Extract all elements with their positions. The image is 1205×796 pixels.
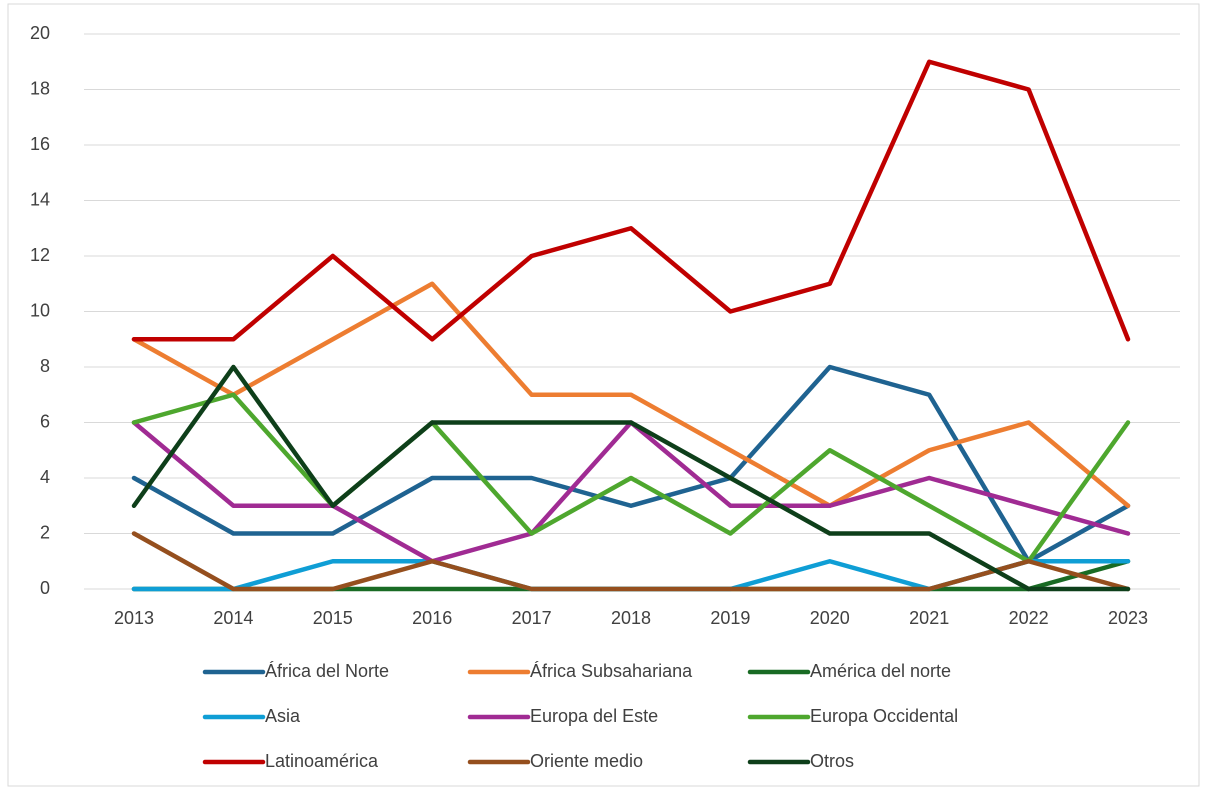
x-tick-label: 2017 [512, 608, 552, 628]
legend-label: Latinoamérica [265, 751, 379, 771]
y-tick-label: 20 [30, 23, 50, 43]
legend-label: Europa Occidental [810, 706, 958, 726]
series-line [131, 281, 1131, 508]
series-line [131, 364, 1131, 564]
y-tick-label: 2 [40, 522, 50, 542]
y-tick-label: 18 [30, 78, 50, 98]
legend-label: Asia [265, 706, 301, 726]
x-tick-label: 2021 [909, 608, 949, 628]
y-tick-label: 14 [30, 189, 50, 209]
legend-label: Oriente medio [530, 751, 643, 771]
series-line [131, 59, 1131, 342]
x-tick-label: 2019 [710, 608, 750, 628]
y-tick-label: 6 [40, 411, 50, 431]
x-tick-label: 2013 [114, 608, 154, 628]
x-tick-label: 2015 [313, 608, 353, 628]
y-tick-label: 10 [30, 300, 50, 320]
x-tick-label: 2023 [1108, 608, 1148, 628]
series-line [131, 531, 1131, 592]
y-tick-label: 8 [40, 356, 50, 376]
x-tick-label: 2018 [611, 608, 651, 628]
series-line [131, 364, 1131, 592]
legend-label: Otros [810, 751, 854, 771]
y-tick-label: 12 [30, 245, 50, 265]
x-tick-label: 2022 [1009, 608, 1049, 628]
y-tick-label: 4 [40, 467, 50, 487]
legend-label: África Subsahariana [530, 661, 693, 681]
y-tick-label: 16 [30, 134, 50, 154]
x-tick-label: 2014 [213, 608, 253, 628]
legend-label: África del Norte [265, 661, 389, 681]
series-line [131, 392, 1131, 564]
y-tick-label: 0 [40, 578, 50, 598]
legend-label: Europa del Este [530, 706, 658, 726]
legend-label: América del norte [810, 661, 951, 681]
x-tick-label: 2020 [810, 608, 850, 628]
x-tick-label: 2016 [412, 608, 452, 628]
